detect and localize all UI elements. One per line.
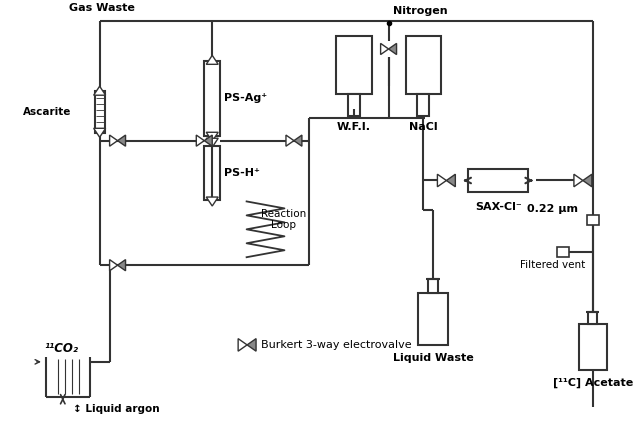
Text: Nitrogen: Nitrogen [392, 6, 447, 16]
Polygon shape [206, 138, 218, 147]
Bar [406, 36, 442, 94]
Text: 0.22 μm: 0.22 μm [527, 204, 578, 214]
Bar [419, 293, 448, 345]
Polygon shape [206, 55, 218, 64]
Text: ¹¹CO₂: ¹¹CO₂ [44, 342, 78, 355]
Text: Filtered vent: Filtered vent [521, 260, 586, 270]
Polygon shape [206, 197, 218, 206]
Polygon shape [204, 135, 213, 146]
Polygon shape [583, 174, 592, 187]
Polygon shape [381, 43, 388, 54]
Text: Reaction
Loop: Reaction Loop [261, 209, 306, 230]
Text: PS-H⁺: PS-H⁺ [224, 168, 260, 178]
Polygon shape [294, 135, 302, 146]
Polygon shape [238, 339, 247, 351]
Bar [428, 279, 438, 293]
Polygon shape [196, 135, 204, 146]
Polygon shape [388, 43, 397, 54]
Text: [¹¹C] Acetate: [¹¹C] Acetate [553, 378, 633, 388]
Text: ↕ Liquid argon: ↕ Liquid argon [73, 404, 159, 414]
Text: Gas Waste: Gas Waste [69, 3, 135, 13]
Bar [348, 94, 360, 116]
Polygon shape [446, 174, 455, 187]
Polygon shape [117, 260, 126, 271]
Text: SAX-Cl⁻: SAX-Cl⁻ [475, 202, 521, 212]
Text: NaCl: NaCl [409, 122, 438, 132]
Bar [336, 36, 372, 94]
Polygon shape [117, 135, 126, 146]
Text: PS-Ag⁺: PS-Ag⁺ [224, 94, 267, 103]
Polygon shape [574, 174, 583, 187]
Bar [204, 146, 220, 201]
Polygon shape [110, 260, 117, 271]
Bar [417, 94, 429, 116]
Bar [579, 324, 607, 370]
Bar [94, 91, 105, 133]
Bar [204, 61, 220, 136]
Bar [587, 215, 599, 225]
Polygon shape [286, 135, 294, 146]
Polygon shape [437, 174, 446, 187]
Text: Ascarite: Ascarite [23, 107, 72, 117]
Polygon shape [110, 135, 117, 146]
Text: Liquid Waste: Liquid Waste [393, 353, 474, 363]
Bar [468, 169, 528, 193]
Polygon shape [94, 128, 106, 137]
Polygon shape [206, 132, 218, 141]
Bar [557, 247, 569, 257]
Text: W.F.I.: W.F.I. [336, 122, 370, 132]
Polygon shape [247, 339, 256, 351]
Polygon shape [94, 86, 106, 95]
Bar [588, 312, 597, 324]
Text: Burkert 3-way electrovalve: Burkert 3-way electrovalve [261, 340, 412, 350]
